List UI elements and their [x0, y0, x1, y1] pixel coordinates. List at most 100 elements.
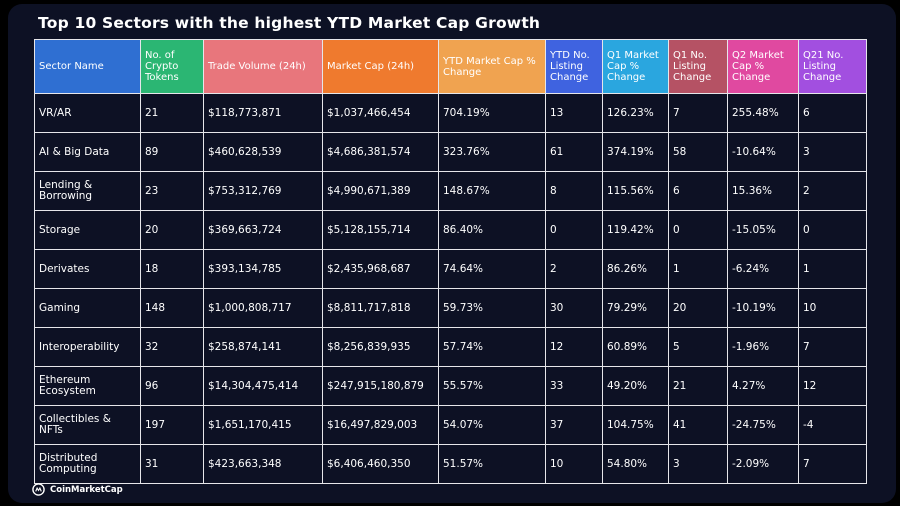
- cell-tokens: 32: [140, 327, 204, 367]
- cell-tokens: 23: [140, 171, 204, 211]
- cell-q1_listing: 6: [668, 171, 728, 211]
- cell-tokens: 148: [140, 288, 204, 328]
- cell-q1_listing: 7: [668, 93, 728, 133]
- cell-volume: $1,000,808,717: [203, 288, 323, 328]
- cell-volume: $1,651,170,415: [203, 405, 323, 445]
- cell-sector: Ethereum Ecosystem: [34, 366, 141, 406]
- footer-brand-label: CoinMarketCap: [50, 484, 123, 495]
- cell-ytd_listing: 37: [545, 405, 603, 445]
- cell-q2_listing: 6: [798, 93, 867, 133]
- cell-ytd_listing: 61: [545, 132, 603, 172]
- column-header-volume: Trade Volume (24h): [203, 39, 323, 94]
- cell-tokens: 18: [140, 249, 204, 289]
- cell-mcap: $5,128,155,714: [322, 210, 439, 250]
- cell-q2_listing: 10: [798, 288, 867, 328]
- table-row: Ethereum Ecosystem 96 $14,304,475,414 $247,…: [34, 366, 867, 406]
- sector-growth-table: Sector Name No. of Crypto Tokens Trade Vol…: [34, 39, 867, 484]
- cell-ytd_listing: 2: [545, 249, 603, 289]
- cell-q1_mcap: 79.29%: [602, 288, 669, 328]
- cell-q1_mcap: 104.75%: [602, 405, 669, 445]
- cell-ytd_mcap: 51.57%: [438, 444, 546, 484]
- cell-q2_listing: 7: [798, 327, 867, 367]
- cell-tokens: 31: [140, 444, 204, 484]
- cell-q2_mcap: 4.27%: [727, 366, 799, 406]
- cell-mcap: $1,037,466,454: [322, 93, 439, 133]
- column-header-q2_listing: Q21 No. Listing Change: [798, 39, 867, 94]
- cell-ytd_listing: 0: [545, 210, 603, 250]
- cell-volume: $369,663,724: [203, 210, 323, 250]
- cell-q2_listing: 0: [798, 210, 867, 250]
- cell-mcap: $8,256,839,935: [322, 327, 439, 367]
- cell-q1_listing: 0: [668, 210, 728, 250]
- column-header-mcap: Market Cap (24h): [322, 39, 439, 94]
- cell-sector: AI & Big Data: [34, 132, 141, 172]
- cell-ytd_mcap: 55.57%: [438, 366, 546, 406]
- cell-q1_mcap: 126.23%: [602, 93, 669, 133]
- footer-brand: CoinMarketCap: [32, 483, 123, 496]
- cell-q2_mcap: -10.64%: [727, 132, 799, 172]
- cell-q1_listing: 21: [668, 366, 728, 406]
- cell-q1_mcap: 374.19%: [602, 132, 669, 172]
- cell-sector: VR/AR: [34, 93, 141, 133]
- cell-tokens: 197: [140, 405, 204, 445]
- cell-q1_mcap: 60.89%: [602, 327, 669, 367]
- cell-q1_listing: 41: [668, 405, 728, 445]
- cell-sector: Gaming: [34, 288, 141, 328]
- cell-ytd_mcap: 54.07%: [438, 405, 546, 445]
- column-header-ytd_listing: YTD No. Listing Change: [545, 39, 603, 94]
- cell-tokens: 89: [140, 132, 204, 172]
- cell-volume: $258,874,141: [203, 327, 323, 367]
- cell-tokens: 21: [140, 93, 204, 133]
- coinmarketcap-logo-icon: [32, 483, 45, 496]
- table-row: Interoperability 32 $258,874,141 $8,256,839…: [34, 327, 867, 367]
- cell-sector: Derivates: [34, 249, 141, 289]
- cell-ytd_listing: 13: [545, 93, 603, 133]
- table-row: Gaming 148 $1,000,808,717 $8,811,717,818 59.…: [34, 288, 867, 328]
- cell-q2_mcap: -2.09%: [727, 444, 799, 484]
- cell-q1_listing: 1: [668, 249, 728, 289]
- cell-q2_mcap: 255.48%: [727, 93, 799, 133]
- cell-volume: $14,304,475,414: [203, 366, 323, 406]
- cell-q1_mcap: 86.26%: [602, 249, 669, 289]
- cell-tokens: 20: [140, 210, 204, 250]
- cell-volume: $460,628,539: [203, 132, 323, 172]
- cell-mcap: $247,915,180,879: [322, 366, 439, 406]
- table-row: Lending & Borrowing 23 $753,312,769 $4,990,…: [34, 171, 867, 211]
- cell-q2_mcap: -1.96%: [727, 327, 799, 367]
- cell-q1_mcap: 54.80%: [602, 444, 669, 484]
- cell-volume: $753,312,769: [203, 171, 323, 211]
- cell-q1_listing: 58: [668, 132, 728, 172]
- chart-title: Top 10 Sectors with the highest YTD Mark…: [38, 14, 541, 32]
- cell-sector: Interoperability: [34, 327, 141, 367]
- cell-q1_mcap: 115.56%: [602, 171, 669, 211]
- cell-sector: Collectibles & NFTs: [34, 405, 141, 445]
- cell-q1_listing: 3: [668, 444, 728, 484]
- table-row: Distributed Computing 31 $423,663,348 $6,40…: [34, 444, 867, 484]
- cell-q1_mcap: 49.20%: [602, 366, 669, 406]
- cell-q2_mcap: 15.36%: [727, 171, 799, 211]
- table-row: Collectibles & NFTs 197 $1,651,170,415 $16,…: [34, 405, 867, 445]
- column-header-q2_mcap: Q2 Market Cap % Change: [727, 39, 799, 94]
- cell-q1_mcap: 119.42%: [602, 210, 669, 250]
- cell-q2_mcap: -10.19%: [727, 288, 799, 328]
- cell-mcap: $16,497,829,003: [322, 405, 439, 445]
- cell-q2_listing: 12: [798, 366, 867, 406]
- column-header-sector: Sector Name: [34, 39, 141, 94]
- cell-ytd_mcap: 74.64%: [438, 249, 546, 289]
- column-header-q1_listing: Q1 No. Listing Change: [668, 39, 728, 94]
- cell-ytd_mcap: 323.76%: [438, 132, 546, 172]
- cell-mcap: $4,990,671,389: [322, 171, 439, 211]
- column-header-q1_mcap: Q1 Market Cap % Change: [602, 39, 669, 94]
- cell-volume: $423,663,348: [203, 444, 323, 484]
- cell-mcap: $8,811,717,818: [322, 288, 439, 328]
- cell-ytd_mcap: 57.74%: [438, 327, 546, 367]
- cell-ytd_mcap: 704.19%: [438, 93, 546, 133]
- infographic-panel: Top 10 Sectors with the highest YTD Mark…: [8, 4, 896, 503]
- column-header-ytd_mcap: YTD Market Cap % Change: [438, 39, 546, 94]
- cell-ytd_listing: 12: [545, 327, 603, 367]
- cell-ytd_mcap: 148.67%: [438, 171, 546, 211]
- cell-mcap: $2,435,968,687: [322, 249, 439, 289]
- cell-q2_listing: -4: [798, 405, 867, 445]
- cell-volume: $393,134,785: [203, 249, 323, 289]
- cell-ytd_mcap: 59.73%: [438, 288, 546, 328]
